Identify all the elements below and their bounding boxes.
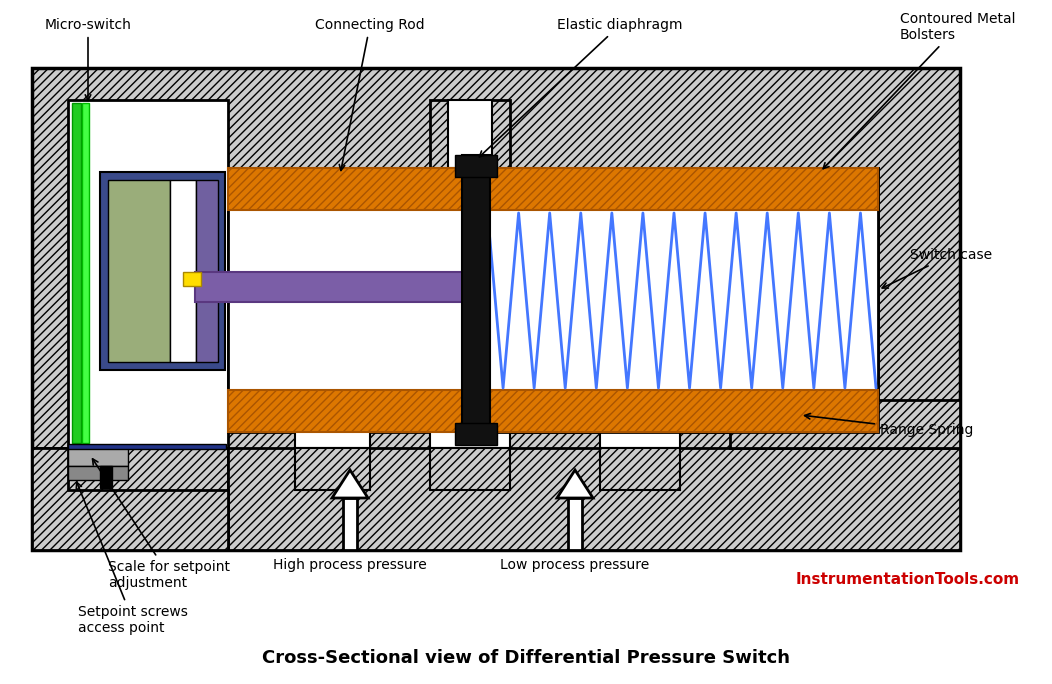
- Bar: [32, 68, 960, 550]
- Text: Cross-Sectional view of Differential Pressure Switch: Cross-Sectional view of Differential Pre…: [262, 649, 790, 667]
- Bar: [108, 180, 170, 362]
- Bar: [68, 100, 228, 448]
- Polygon shape: [32, 448, 228, 550]
- Bar: [100, 172, 225, 370]
- Bar: [470, 168, 878, 432]
- Bar: [228, 448, 960, 550]
- Bar: [100, 466, 112, 488]
- Text: High process pressure: High process pressure: [274, 558, 427, 572]
- Bar: [430, 448, 510, 490]
- Text: Connecting Rod: Connecting Rod: [316, 18, 425, 170]
- Bar: [32, 448, 228, 550]
- Text: Switch case: Switch case: [883, 248, 992, 288]
- Bar: [72, 103, 81, 443]
- Text: Scale for setpoint
adjustment: Scale for setpoint adjustment: [93, 459, 230, 590]
- Text: Setpoint screws
access point: Setpoint screws access point: [77, 482, 188, 635]
- Text: Low process pressure: Low process pressure: [501, 558, 650, 572]
- Bar: [82, 103, 89, 443]
- Bar: [462, 155, 490, 445]
- Bar: [295, 448, 370, 490]
- Text: Micro-switch: Micro-switch: [44, 18, 132, 101]
- Text: Contoured Metal
Bolsters: Contoured Metal Bolsters: [824, 12, 1015, 169]
- Bar: [68, 444, 226, 449]
- Bar: [600, 400, 680, 448]
- Text: Elastic diaphragm: Elastic diaphragm: [480, 18, 683, 157]
- Text: Range Spring: Range Spring: [805, 413, 973, 437]
- Bar: [228, 390, 878, 432]
- Bar: [430, 400, 510, 448]
- Bar: [456, 423, 497, 445]
- Bar: [568, 498, 582, 550]
- Bar: [343, 498, 357, 550]
- Bar: [448, 100, 492, 168]
- Text: InstrumentationTools.com: InstrumentationTools.com: [796, 573, 1020, 588]
- Bar: [195, 272, 473, 302]
- Bar: [456, 155, 497, 177]
- Bar: [730, 400, 960, 448]
- Bar: [228, 168, 878, 210]
- Bar: [196, 180, 218, 362]
- Bar: [295, 400, 370, 448]
- Bar: [170, 180, 196, 362]
- Bar: [183, 272, 201, 286]
- Polygon shape: [332, 470, 368, 498]
- Bar: [430, 100, 510, 168]
- Bar: [600, 448, 680, 490]
- Bar: [68, 448, 128, 466]
- Bar: [228, 168, 878, 432]
- Polygon shape: [557, 470, 593, 498]
- Bar: [68, 466, 128, 480]
